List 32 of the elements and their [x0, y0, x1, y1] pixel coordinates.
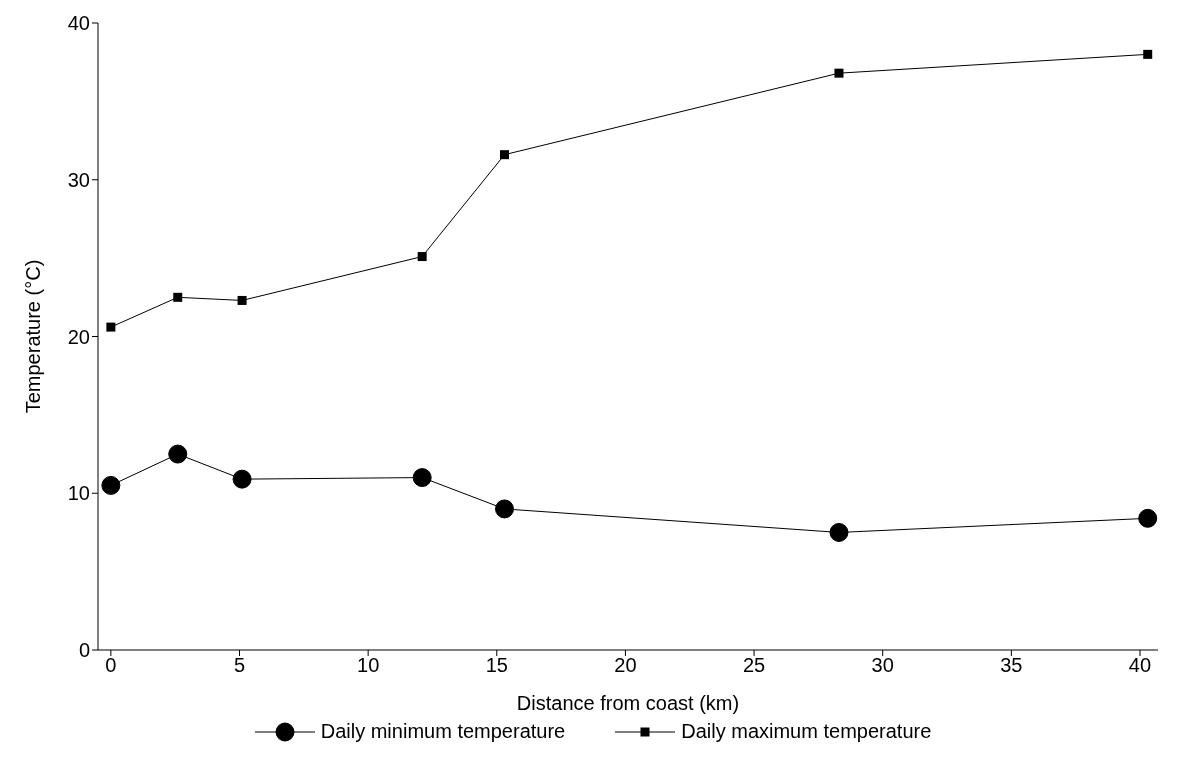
y-tick-label: 0 — [78, 639, 90, 662]
point — [173, 292, 183, 302]
point — [237, 295, 247, 305]
point — [829, 522, 849, 542]
point — [168, 444, 188, 464]
x-tick-label: 20 — [614, 654, 637, 677]
point — [412, 468, 432, 488]
x-axis-title: Distance from coast (km) — [516, 692, 740, 714]
point — [1143, 49, 1153, 59]
point — [101, 475, 121, 495]
x-tick-label: 30 — [871, 654, 894, 677]
x-tick-label: 25 — [742, 654, 766, 677]
y-tick-label: 20 — [67, 325, 90, 348]
y-tick-label: 10 — [67, 482, 90, 505]
y-axis-title: Temperature (°C) — [22, 259, 45, 414]
legend-label: Daily maximum temperature — [681, 720, 932, 743]
legend-label: Daily minimum temperature — [320, 720, 566, 743]
x-tick-label: 10 — [357, 654, 380, 677]
x-tick-label: 0 — [105, 654, 117, 677]
x-tick-label: 35 — [1000, 654, 1023, 677]
point — [106, 322, 116, 332]
x-tick-label: 15 — [485, 654, 508, 677]
point — [232, 469, 252, 489]
point — [417, 252, 427, 262]
point — [500, 150, 510, 160]
point — [834, 68, 844, 78]
point — [495, 499, 515, 519]
y-tick-label: 40 — [67, 12, 90, 35]
x-tick-label: 5 — [233, 654, 246, 677]
x-tick-label: 40 — [1128, 654, 1152, 677]
y-tick-label: 30 — [67, 168, 90, 191]
point — [1138, 508, 1158, 528]
